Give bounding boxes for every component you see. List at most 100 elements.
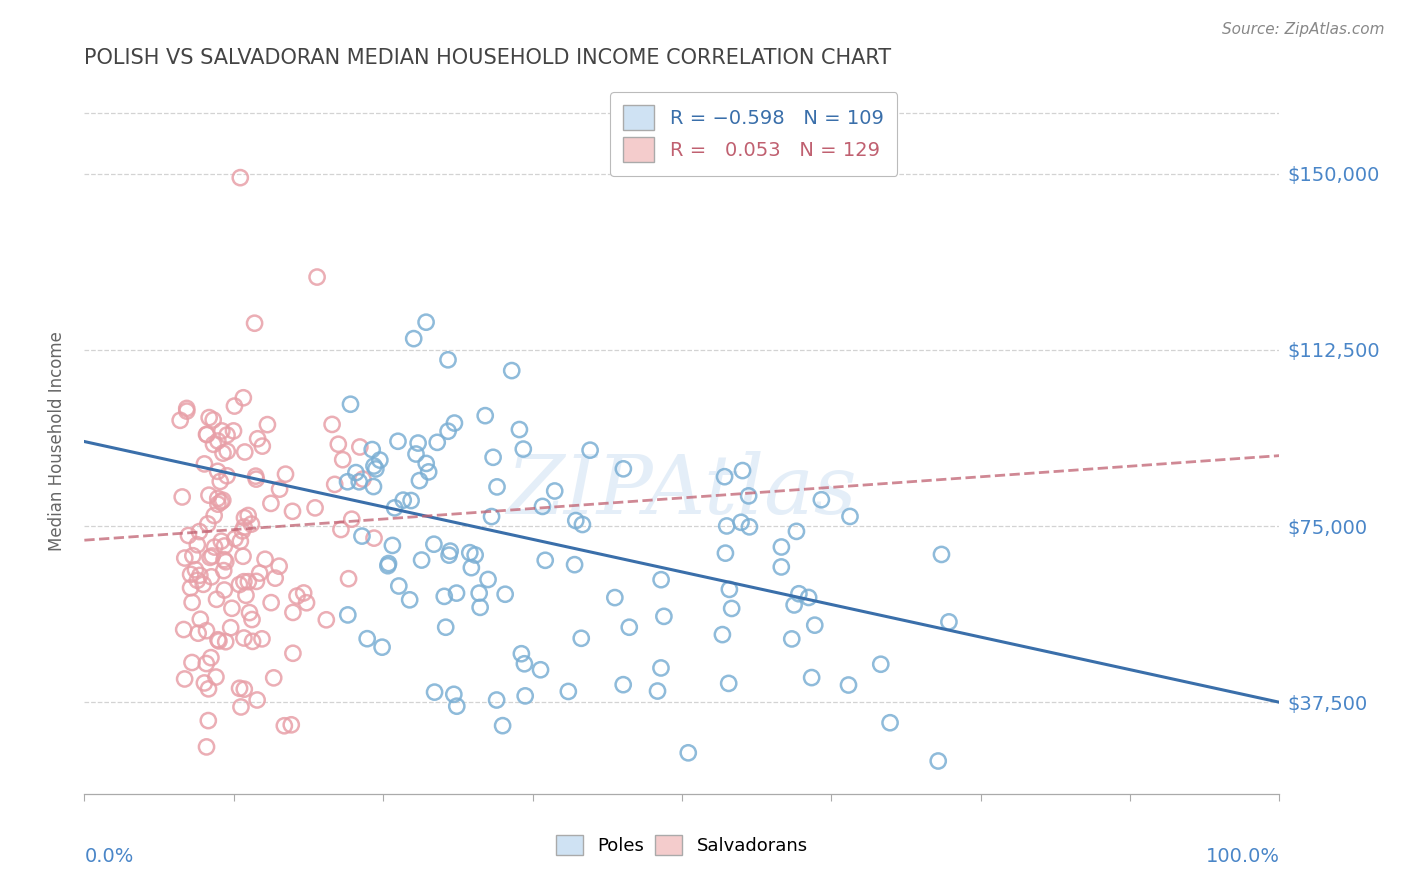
Point	[231, 524, 253, 538]
Point	[195, 657, 218, 671]
Point	[229, 534, 252, 549]
Point	[434, 620, 457, 634]
Point	[839, 509, 862, 524]
Point	[368, 453, 391, 467]
Point	[711, 627, 734, 641]
Point	[415, 315, 437, 329]
Point	[187, 626, 209, 640]
Point	[363, 531, 385, 545]
Point	[264, 571, 287, 585]
Point	[474, 409, 496, 423]
Point	[245, 469, 267, 483]
Point	[228, 681, 250, 696]
Point	[285, 589, 308, 603]
Point	[246, 432, 269, 446]
Point	[377, 558, 399, 573]
Point	[352, 472, 374, 486]
Point	[927, 754, 949, 768]
Point	[195, 624, 218, 638]
Point	[837, 678, 859, 692]
Point	[579, 443, 602, 458]
Point	[304, 500, 326, 515]
Point	[212, 564, 235, 578]
Point	[229, 170, 252, 185]
Point	[197, 714, 219, 728]
Point	[260, 596, 283, 610]
Point	[232, 631, 254, 645]
Point	[215, 634, 238, 648]
Point	[212, 552, 235, 566]
Point	[468, 586, 491, 600]
Point	[384, 500, 406, 515]
Point	[173, 623, 195, 637]
Point	[207, 434, 229, 448]
Point	[364, 462, 387, 476]
Point	[211, 493, 233, 508]
Point	[415, 457, 437, 471]
Point	[224, 532, 246, 546]
Point	[344, 466, 367, 480]
Point	[269, 482, 291, 496]
Point	[201, 549, 224, 563]
Point	[207, 491, 229, 506]
Point	[236, 508, 259, 523]
Point	[513, 657, 536, 671]
Point	[797, 591, 820, 605]
Point	[205, 592, 228, 607]
Point	[263, 671, 285, 685]
Point	[356, 632, 378, 646]
Point	[510, 647, 533, 661]
Text: POLISH VS SALVADORAN MEDIAN HOUSEHOLD INCOME CORRELATION CHART: POLISH VS SALVADORAN MEDIAN HOUSEHOLD IN…	[84, 48, 891, 68]
Point	[222, 424, 245, 438]
Point	[557, 684, 579, 698]
Point	[720, 601, 742, 615]
Point	[211, 424, 233, 438]
Point	[349, 440, 371, 454]
Point	[731, 464, 754, 478]
Point	[207, 497, 229, 511]
Point	[406, 436, 429, 450]
Point	[423, 537, 446, 551]
Point	[274, 467, 297, 482]
Point	[181, 549, 204, 563]
Point	[678, 746, 700, 760]
Point	[485, 693, 508, 707]
Point	[249, 566, 271, 580]
Point	[738, 520, 761, 534]
Point	[612, 678, 634, 692]
Point	[215, 428, 238, 442]
Point	[169, 413, 191, 427]
Point	[229, 700, 252, 714]
Point	[219, 621, 242, 635]
Point	[405, 447, 427, 461]
Point	[650, 661, 672, 675]
Text: Source: ZipAtlas.com: Source: ZipAtlas.com	[1222, 22, 1385, 37]
Point	[399, 493, 422, 508]
Point	[198, 410, 221, 425]
Point	[195, 427, 218, 442]
Point	[243, 316, 266, 330]
Point	[377, 557, 399, 571]
Point	[477, 573, 499, 587]
Point	[780, 632, 803, 646]
Point	[446, 586, 468, 600]
Point	[388, 579, 411, 593]
Point	[173, 672, 195, 686]
Point	[197, 681, 219, 696]
Point	[529, 663, 551, 677]
Legend: Poles, Salvadorans: Poles, Salvadorans	[548, 828, 815, 863]
Point	[292, 586, 315, 600]
Point	[252, 439, 274, 453]
Point	[315, 613, 337, 627]
Point	[202, 508, 225, 523]
Point	[181, 595, 204, 609]
Point	[321, 417, 343, 432]
Point	[207, 464, 229, 478]
Point	[717, 676, 740, 690]
Point	[184, 563, 207, 577]
Point	[188, 524, 211, 539]
Point	[217, 444, 239, 458]
Point	[718, 582, 741, 597]
Point	[228, 577, 250, 591]
Point	[233, 520, 256, 534]
